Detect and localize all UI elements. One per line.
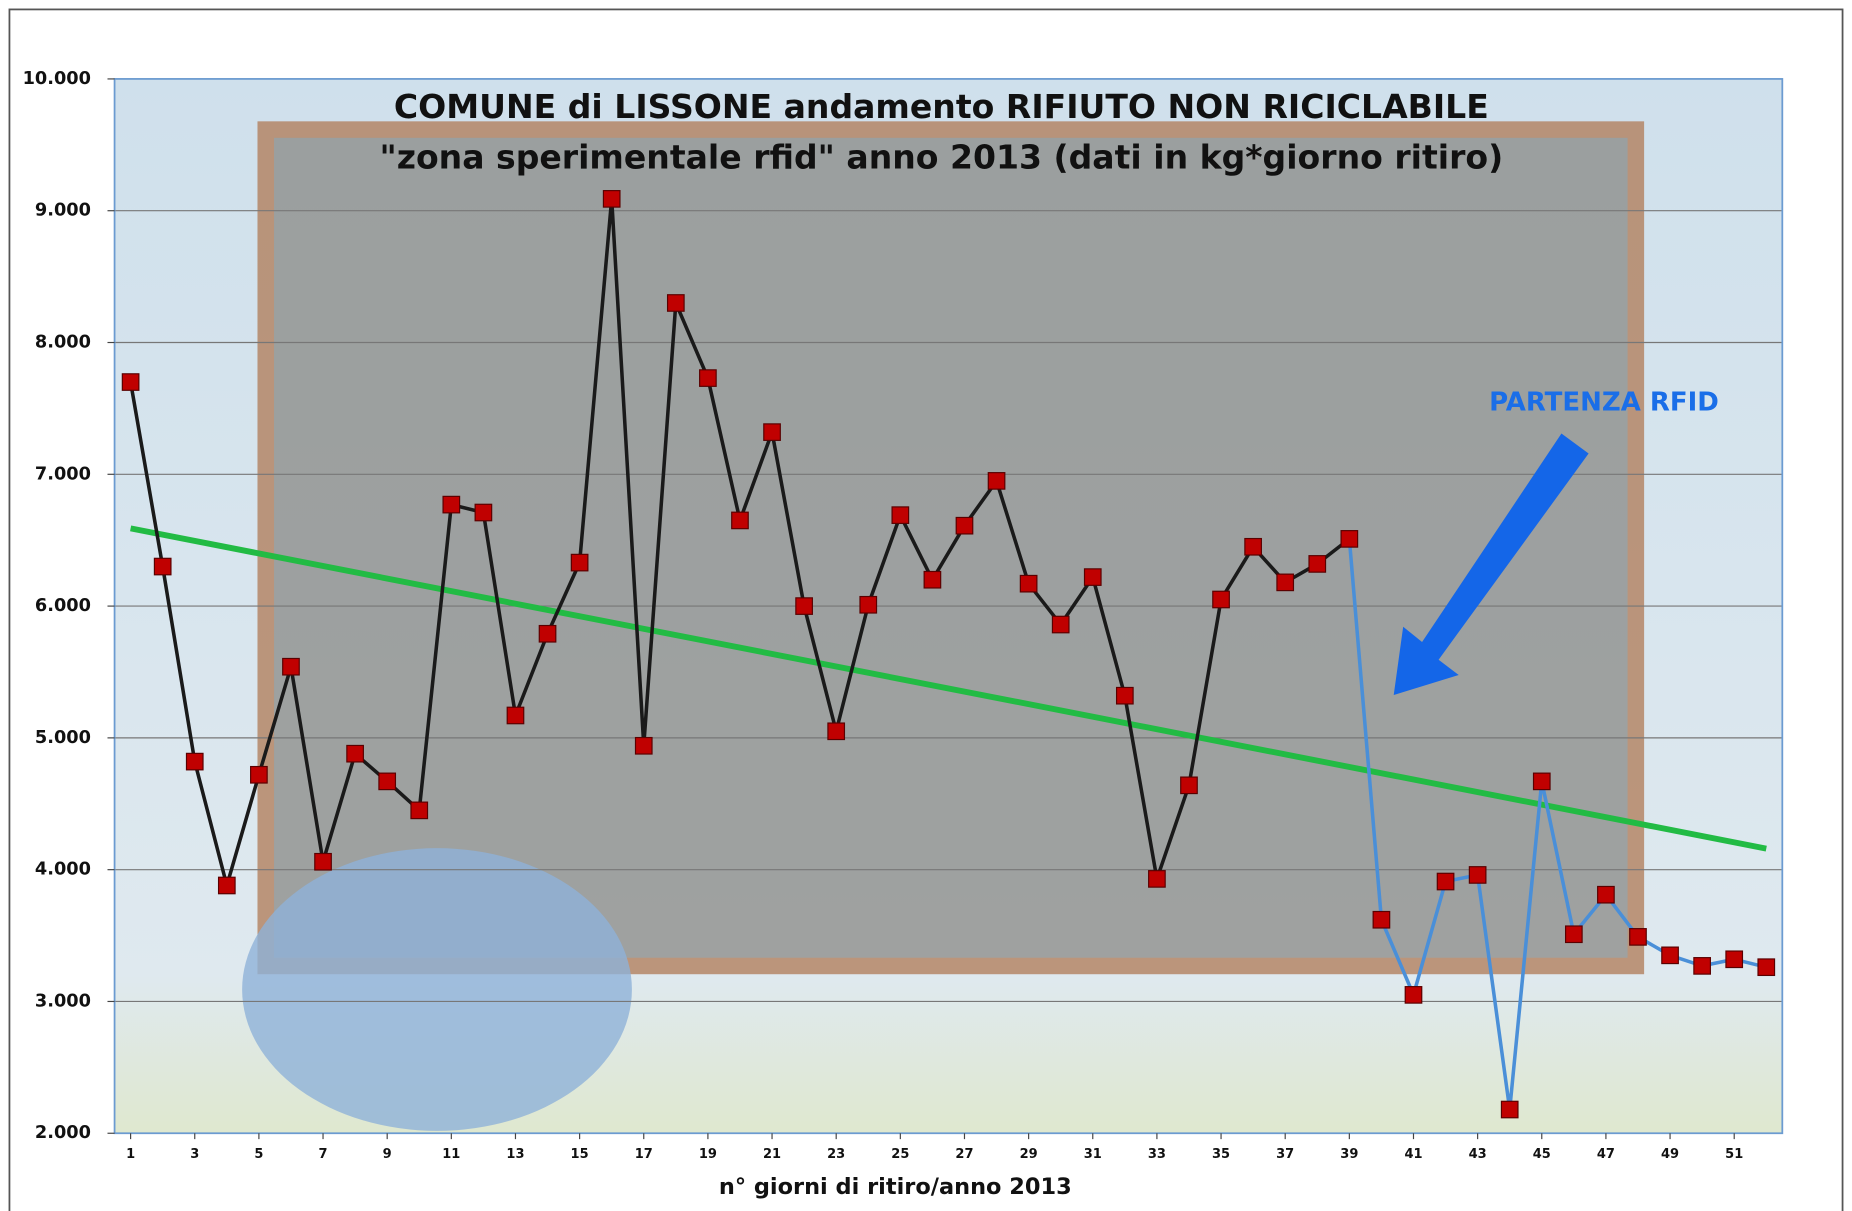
x-tick-label: 29 — [1020, 1147, 1038, 1162]
marker — [1436, 872, 1455, 891]
marker — [1051, 615, 1070, 634]
marker — [506, 706, 525, 725]
marker — [1693, 957, 1711, 975]
x-tick-label: 25 — [891, 1147, 909, 1162]
marker — [1564, 925, 1583, 944]
x-tick-label: 15 — [571, 1147, 589, 1162]
y-tick-label: 10.000 — [23, 69, 91, 89]
y-tick-label: 5.000 — [35, 728, 91, 748]
marker — [1083, 568, 1102, 586]
x-tick-label: 45 — [1533, 1147, 1551, 1162]
marker — [474, 503, 493, 522]
x-tick-label: 7 — [319, 1147, 328, 1162]
marker — [1532, 772, 1551, 791]
trend-line — [130, 525, 1767, 852]
y-tick-label: 3.000 — [35, 991, 91, 1011]
marker — [827, 722, 846, 741]
x-tick-label: 41 — [1404, 1147, 1422, 1162]
marker — [1019, 574, 1038, 593]
x-tick-label: 17 — [635, 1147, 653, 1162]
marker — [1468, 866, 1487, 884]
marker — [282, 657, 300, 676]
marker — [1372, 910, 1391, 929]
annotation: PARTENZA RFID — [1489, 387, 1719, 417]
y-tick-label: 4.000 — [35, 860, 91, 880]
x-tick-label: 9 — [383, 1147, 392, 1162]
marker — [185, 752, 204, 771]
x-tick-label: 27 — [955, 1147, 973, 1162]
marker — [795, 597, 813, 615]
y-tick-label: 8.000 — [35, 333, 91, 353]
marker — [538, 624, 557, 643]
marker — [731, 511, 749, 530]
marker — [923, 570, 942, 589]
x-tick-label: 19 — [699, 1147, 717, 1162]
x-tick-label: 47 — [1597, 1147, 1615, 1162]
x-tick-label: 3 — [190, 1147, 199, 1162]
chart-subtitle: "zona sperimentale rfid" anno 2013 (dati… — [379, 138, 1503, 177]
frame — [8, 8, 1844, 1211]
marker — [1212, 590, 1230, 609]
plot — [121, 190, 1776, 1119]
x-tick-label: 35 — [1212, 1147, 1230, 1162]
marker — [891, 506, 910, 524]
marker — [1404, 986, 1423, 1004]
marker — [987, 472, 1006, 490]
marker — [1180, 776, 1198, 795]
y-tick-label: 7.000 — [35, 464, 91, 484]
marker — [442, 495, 461, 514]
marker — [1148, 870, 1166, 888]
x-tick-label: 1 — [126, 1147, 135, 1162]
marker — [859, 595, 878, 614]
marker — [699, 369, 717, 387]
x-tick-label: 33 — [1148, 1147, 1166, 1162]
marker — [250, 765, 268, 784]
y-tick-label: 9.000 — [35, 201, 91, 221]
marker — [634, 736, 653, 755]
marker — [1308, 555, 1327, 573]
marker — [1661, 946, 1679, 965]
x-tick-label: 11 — [442, 1147, 460, 1162]
marker — [378, 772, 397, 791]
x-axis-title: n° giorni di ritiro/anno 2013 — [719, 1174, 1072, 1200]
x-tick-label: 49 — [1661, 1147, 1679, 1162]
marker — [314, 852, 332, 871]
chart-title: COMUNE di LISSONE andamento RIFIUTO NON … — [394, 87, 1489, 126]
y-tick-label: 6.000 — [35, 596, 91, 616]
marker — [1597, 885, 1615, 904]
x-tick-label: 13 — [506, 1147, 524, 1162]
marker — [955, 516, 974, 535]
marker — [1276, 573, 1295, 592]
marker — [763, 423, 781, 441]
y-tick-label: 2.000 — [35, 1123, 91, 1143]
x-tick-label: 31 — [1084, 1147, 1102, 1162]
x-tick-label: 39 — [1340, 1147, 1358, 1162]
x-tick-label: 21 — [763, 1147, 781, 1162]
marker — [570, 553, 589, 572]
marker — [121, 373, 140, 391]
marker — [1629, 928, 1647, 946]
marker — [153, 557, 172, 576]
marker — [1244, 537, 1262, 556]
marker — [1115, 686, 1134, 705]
marker — [1725, 950, 1744, 969]
x-tick-label: 23 — [827, 1147, 845, 1162]
x-tick-label: 37 — [1276, 1147, 1294, 1162]
marker — [602, 190, 621, 208]
marker — [1757, 958, 1776, 977]
marker — [1340, 530, 1359, 548]
marker — [217, 876, 236, 895]
marker — [666, 294, 685, 312]
x-tick-label: 43 — [1469, 1147, 1487, 1162]
bag-decoration — [242, 848, 632, 1131]
annotation-arrow — [1393, 433, 1589, 696]
marker — [346, 744, 364, 763]
x-tick-label: 5 — [254, 1147, 263, 1162]
x-tick-label: 51 — [1725, 1147, 1743, 1162]
marker — [410, 801, 429, 820]
marker — [1500, 1100, 1519, 1119]
